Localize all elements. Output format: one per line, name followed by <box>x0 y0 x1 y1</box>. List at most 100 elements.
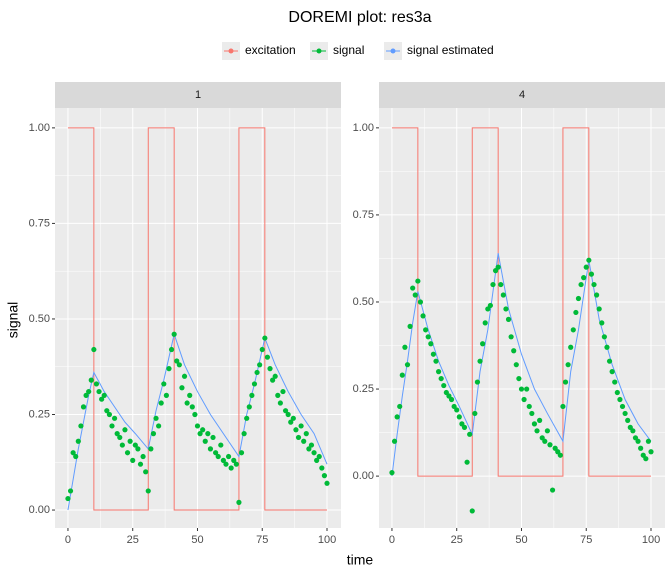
signal-point <box>231 457 237 463</box>
x-tick-label: 0 <box>389 534 395 546</box>
signal-point <box>586 257 592 263</box>
y-tick-label: 0.00 <box>29 504 50 516</box>
signal-point <box>570 327 576 333</box>
signal-point <box>596 306 602 312</box>
signal-point <box>508 334 514 340</box>
signal-point <box>111 415 118 421</box>
x-tick-label: 100 <box>318 534 336 546</box>
signal-point <box>498 281 504 288</box>
signal-point <box>599 320 605 326</box>
signal-point <box>606 358 613 364</box>
legend-dot <box>316 48 322 54</box>
signal-point <box>67 488 74 494</box>
signal-point <box>461 424 468 430</box>
x-tick-label: 75 <box>256 534 268 546</box>
signal-point <box>207 446 214 452</box>
signal-point <box>73 453 79 460</box>
signal-point <box>394 414 400 420</box>
signal-point <box>549 487 556 493</box>
signal-point <box>83 392 89 398</box>
signal-point <box>578 281 584 288</box>
x-tick-label: 75 <box>580 534 592 546</box>
signal-point <box>428 341 434 347</box>
signal-point <box>249 392 255 398</box>
signal-point <box>490 281 496 288</box>
signal-point <box>547 442 553 448</box>
x-tick-label: 100 <box>642 534 660 546</box>
signal-point <box>124 450 131 456</box>
legend-label: excitation <box>245 43 296 57</box>
strip <box>379 82 665 108</box>
signal-point <box>202 438 208 444</box>
signal-point <box>308 442 315 448</box>
signal-point <box>257 362 263 368</box>
signal-point <box>505 316 512 322</box>
signal-point <box>469 508 475 514</box>
signal-point <box>150 431 157 437</box>
signal-point <box>213 450 219 456</box>
signal-point <box>435 369 442 375</box>
signal-point <box>179 385 185 391</box>
signal-point <box>143 469 149 475</box>
signal-point <box>282 408 289 414</box>
signal-point <box>630 428 636 434</box>
signal-point <box>290 415 296 421</box>
signal-point <box>303 431 309 437</box>
signal-point <box>298 423 304 429</box>
signal-point <box>280 388 286 395</box>
signal-point <box>168 346 175 353</box>
x-tick-label: 25 <box>451 534 463 546</box>
signal-point <box>99 396 105 402</box>
signal-point <box>464 459 470 465</box>
y-tick-label: 0.00 <box>353 470 374 482</box>
signal-point <box>65 495 71 502</box>
signal-point <box>568 344 574 350</box>
legend-label: signal <box>333 43 364 57</box>
signal-point <box>215 453 221 460</box>
signal-point <box>254 369 260 376</box>
signal-point <box>306 446 312 452</box>
y-tick-label: 0.75 <box>353 209 374 221</box>
signal-point <box>521 396 527 403</box>
signal-point <box>241 431 247 437</box>
signal-point <box>433 358 439 364</box>
signal-point <box>288 419 294 425</box>
signal-point <box>189 404 195 410</box>
signal-point <box>114 431 120 437</box>
signal-point <box>267 366 273 372</box>
legend-label: signal estimated <box>407 43 494 57</box>
signal-point <box>417 299 424 305</box>
signal-point <box>96 388 102 395</box>
signal-point <box>91 346 97 353</box>
signal-point <box>321 473 328 479</box>
signal-point <box>140 453 146 460</box>
signal-point <box>275 392 281 398</box>
y-axis-title: signal <box>5 302 21 339</box>
signal-point <box>609 369 615 375</box>
signal-point <box>161 381 167 387</box>
signal-point <box>311 450 317 456</box>
signal-point <box>181 373 188 379</box>
signal-point <box>319 465 325 471</box>
signal-point <box>293 427 299 433</box>
signal-point <box>526 403 532 410</box>
signal-point <box>448 396 455 403</box>
signal-point <box>117 434 123 441</box>
signal-point <box>236 499 242 505</box>
x-tick-label: 50 <box>515 534 527 546</box>
signal-point <box>200 427 206 433</box>
signal-point <box>130 457 136 463</box>
signal-point <box>220 457 226 463</box>
signal-point <box>78 423 84 429</box>
x-axis-title: time <box>347 552 374 568</box>
signal-point <box>482 320 488 326</box>
signal-point <box>404 362 411 368</box>
signal-point <box>251 381 258 387</box>
panel <box>55 108 341 528</box>
signal-point <box>412 292 418 298</box>
signal-point <box>137 461 144 467</box>
panel <box>379 108 665 528</box>
signal-point <box>93 381 100 387</box>
signal-point <box>648 449 654 455</box>
signal-point <box>259 346 265 353</box>
